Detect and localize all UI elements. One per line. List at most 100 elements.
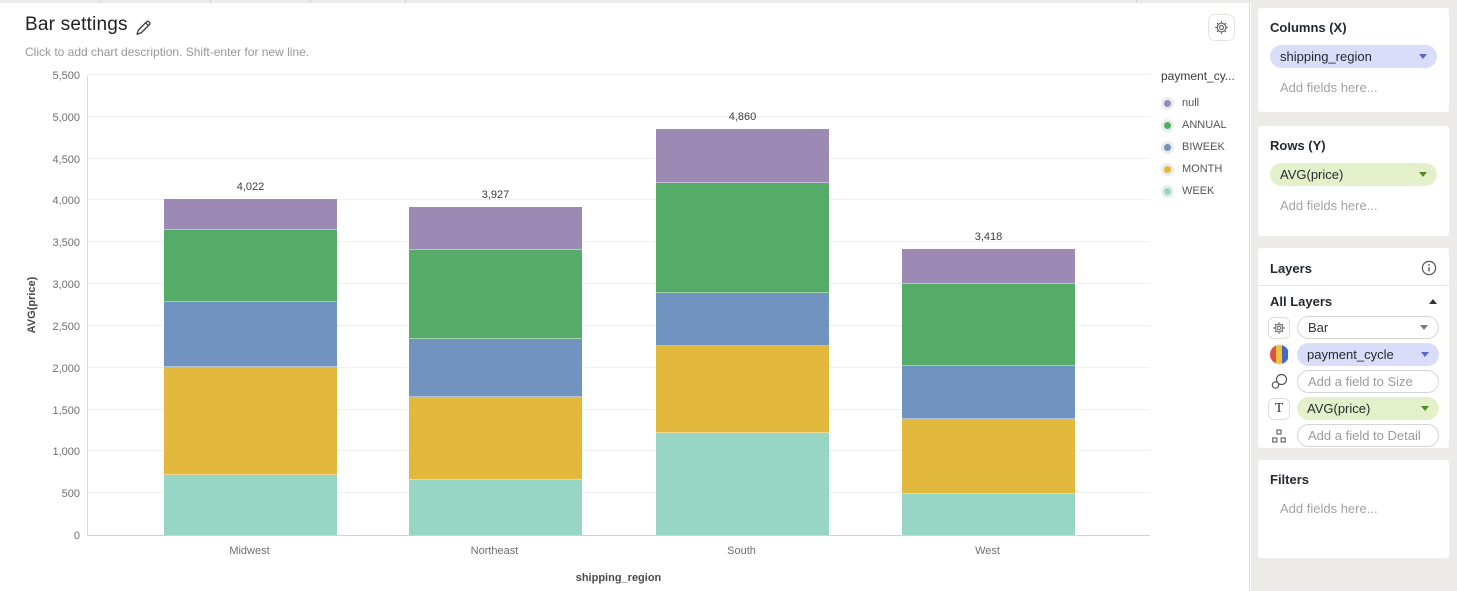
gear-icon — [1215, 21, 1228, 34]
columns-x-title: Columns (X) — [1270, 20, 1347, 35]
legend-item-WEEK[interactable]: WEEK — [1161, 180, 1249, 202]
filters-card: Filters Add fields here... — [1258, 460, 1449, 558]
plot-area: 4,022 3,927 4,860 3,418 — [87, 74, 1150, 536]
bar-segment-ANNUAL[interactable] — [409, 249, 582, 340]
x-axis-tick-label: Northeast — [470, 545, 519, 557]
legend-label: MONTH — [1182, 163, 1223, 175]
bar-segment-ANNUAL[interactable] — [656, 182, 829, 294]
gridline — [88, 199, 1150, 201]
rows-add-fields-dropzone[interactable]: Add fields here... — [1280, 198, 1378, 213]
bar-segment-ANNUAL[interactable] — [164, 230, 337, 302]
x-axis-tick-label: Midwest — [229, 545, 270, 557]
y-axis: 0 500 1,000 1,500 2,000 2,500 3,000 3,500 4,000 4… — [0, 70, 80, 542]
legend-swatch — [1161, 96, 1174, 110]
bar-segment-ANNUAL[interactable] — [902, 283, 1075, 366]
bar-west[interactable] — [902, 249, 1075, 535]
detail-field-input[interactable]: Add a field to Detail — [1297, 424, 1439, 447]
y-axis-tick-label: 2,500 — [52, 320, 80, 333]
x-axis-title: shipping_region — [575, 572, 662, 584]
bar-segment-WEEK[interactable] — [164, 474, 337, 535]
bar-segment-WEEK[interactable] — [902, 494, 1075, 535]
bar-segment-MONTH[interactable] — [409, 397, 582, 481]
chart-settings-sidebar: Columns (X) shipping_region Add fields h… — [1251, 0, 1457, 591]
color-palette-icon[interactable] — [1268, 344, 1290, 366]
legend: payment_cy... null ANNUAL BIWEEK MONTH WEEK — [1161, 69, 1249, 202]
gridline — [88, 492, 1150, 494]
bar-segment-null[interactable] — [164, 198, 337, 231]
bar-segment-null[interactable] — [409, 206, 582, 250]
detail-field-placeholder: Add a field to Detail — [1308, 428, 1421, 443]
columns-field-pill[interactable]: shipping_region — [1270, 45, 1437, 68]
legend-swatch — [1161, 162, 1174, 176]
legend-swatch — [1161, 184, 1174, 198]
legend-swatch — [1161, 140, 1174, 154]
filters-add-fields-dropzone[interactable]: Add fields here... — [1280, 501, 1378, 516]
legend-item-ANNUAL[interactable]: ANNUAL — [1161, 114, 1249, 136]
y-axis-tick-label: 3,000 — [52, 279, 80, 292]
layers-title: Layers — [1270, 260, 1312, 276]
chart-settings-button[interactable] — [1208, 14, 1235, 41]
text-field-label: AVG(price) — [1307, 401, 1371, 416]
gridline — [88, 408, 1150, 410]
legend-item-BIWEEK[interactable]: BIWEEK — [1161, 136, 1249, 158]
gridline — [88, 241, 1150, 243]
gridline — [88, 283, 1150, 285]
info-icon[interactable] — [1421, 260, 1437, 276]
chart-title[interactable]: Bar settings — [25, 14, 128, 35]
bar-segment-BIWEEK[interactable] — [902, 365, 1075, 420]
y-axis-tick-label: 0 — [73, 530, 80, 542]
bar-total-label: 3,927 — [481, 188, 510, 201]
filters-title: Filters — [1270, 472, 1310, 487]
bar-segment-MONTH[interactable] — [164, 366, 337, 475]
legend-title: payment_cy... — [1161, 69, 1235, 83]
legend-item-MONTH[interactable]: MONTH — [1161, 158, 1249, 180]
detail-hierarchy-icon[interactable] — [1268, 425, 1290, 447]
bar-segment-BIWEEK[interactable] — [656, 293, 829, 347]
bar-segment-WEEK[interactable] — [656, 433, 829, 535]
chevron-down-icon — [1421, 352, 1429, 357]
bar-northeast[interactable] — [409, 206, 582, 535]
legend-item-null[interactable]: null — [1161, 92, 1249, 114]
bar-segment-null[interactable] — [656, 128, 829, 183]
size-field-placeholder: Add a field to Size — [1308, 374, 1413, 389]
y-axis-tick-label: 500 — [61, 488, 80, 501]
y-axis-tick-label: 2,000 — [52, 362, 80, 375]
size-field-input[interactable]: Add a field to Size — [1297, 370, 1439, 393]
columns-field-label: shipping_region — [1280, 49, 1372, 64]
legend-label: ANNUAL — [1182, 119, 1227, 131]
layer-type-value: Bar — [1308, 320, 1329, 335]
legend-swatch — [1161, 118, 1174, 132]
chevron-down-icon — [1421, 406, 1429, 411]
layer-type-gear-icon[interactable] — [1268, 316, 1290, 339]
all-layers-label: All Layers — [1270, 294, 1333, 309]
bar-segment-MONTH[interactable] — [656, 346, 829, 434]
edit-title-pencil-icon[interactable] — [134, 19, 152, 37]
gridline — [88, 74, 1150, 75]
columns-x-card: Columns (X) shipping_region Add fields h… — [1258, 8, 1449, 112]
bar-segment-WEEK[interactable] — [409, 480, 582, 535]
size-circles-icon[interactable] — [1268, 371, 1290, 393]
bar-segment-BIWEEK[interactable] — [409, 339, 582, 398]
text-icon[interactable]: T — [1268, 397, 1290, 420]
bar-segment-MONTH[interactable] — [902, 419, 1075, 495]
top-crop-strip — [0, 0, 1251, 3]
chevron-down-icon — [1419, 54, 1427, 59]
y-axis-tick-label: 5,500 — [52, 70, 80, 82]
columns-add-fields-dropzone[interactable]: Add fields here... — [1280, 80, 1378, 95]
layer-type-select[interactable]: Bar — [1297, 316, 1439, 339]
rows-y-card: Rows (Y) AVG(price) Add fields here... — [1258, 126, 1449, 236]
bar-midwest[interactable] — [164, 198, 337, 535]
color-field-pill[interactable]: payment_cycle — [1297, 343, 1439, 366]
legend-label: BIWEEK — [1182, 141, 1225, 153]
bar-segment-BIWEEK[interactable] — [164, 301, 337, 367]
bar-segment-null[interactable] — [902, 249, 1075, 284]
chart-card: Bar settings Click to add chart descript… — [0, 3, 1250, 591]
collapse-icon[interactable] — [1429, 299, 1437, 304]
rows-y-title: Rows (Y) — [1270, 138, 1326, 153]
gridline — [88, 157, 1150, 159]
bar-south[interactable] — [656, 128, 829, 535]
chart-description-placeholder[interactable]: Click to add chart description. Shift-en… — [25, 45, 310, 59]
chevron-down-icon — [1419, 172, 1427, 177]
text-field-pill[interactable]: AVG(price) — [1297, 397, 1439, 420]
rows-field-pill[interactable]: AVG(price) — [1270, 163, 1437, 186]
